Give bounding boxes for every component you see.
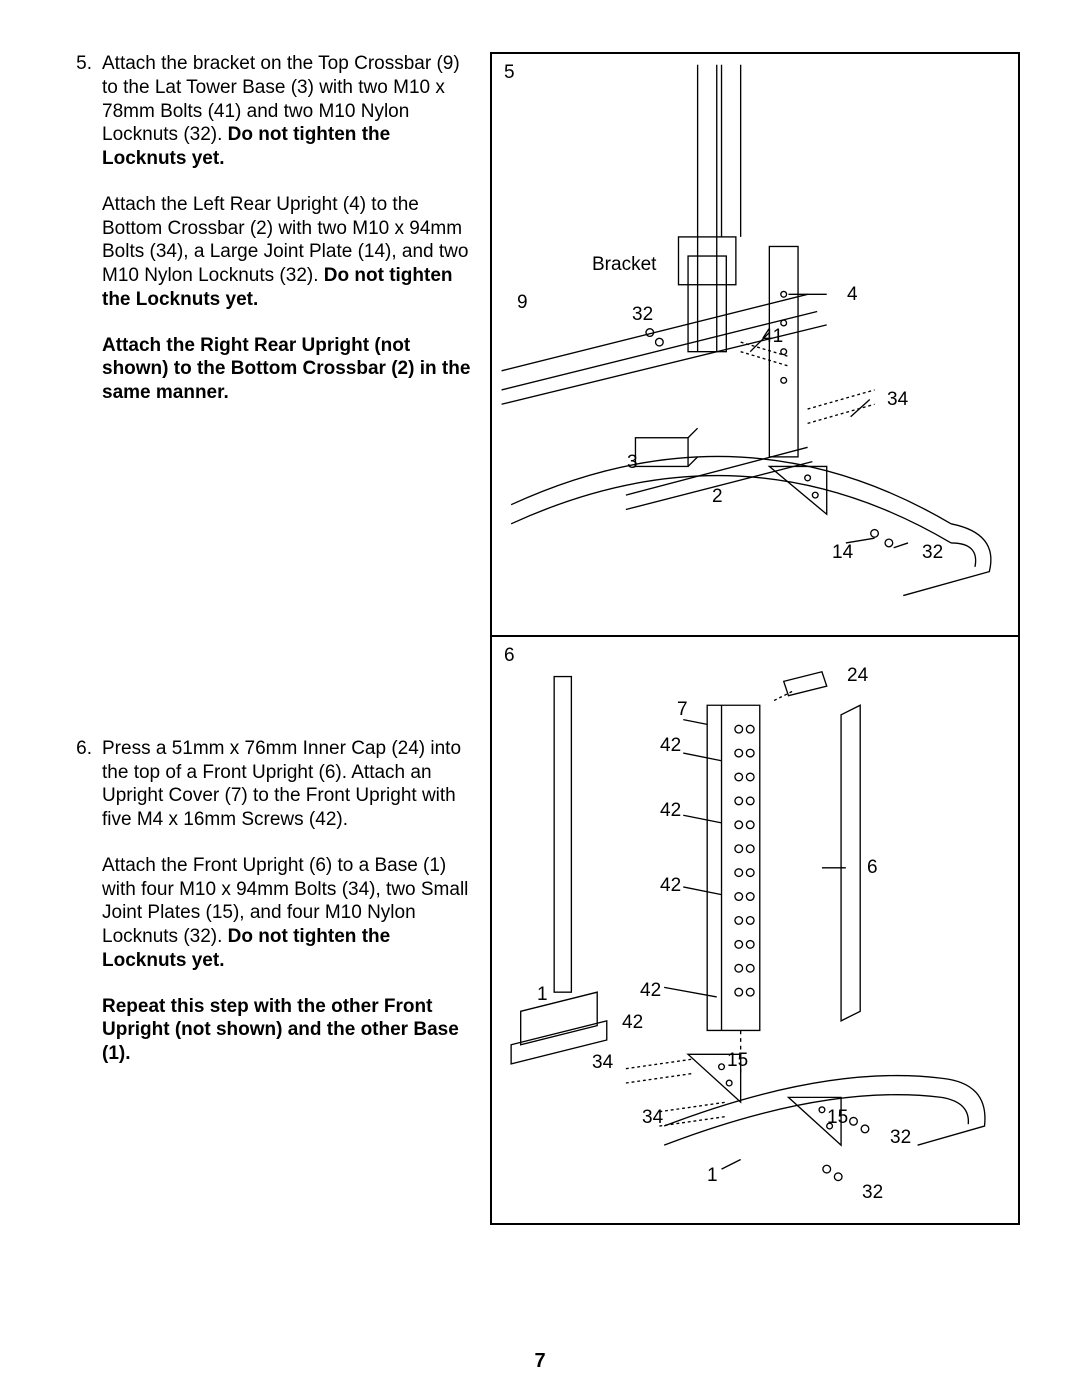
page-number: 7 <box>0 1350 1080 1373</box>
d5-3: 3 <box>627 452 638 474</box>
d6-42e: 42 <box>622 1012 643 1034</box>
step-6-p2: Attach the Front Upright (6) to a Base (… <box>102 854 472 973</box>
d6-42a: 42 <box>660 735 681 757</box>
d6-6: 6 <box>867 857 878 879</box>
d5-41: 41 <box>762 326 783 348</box>
d6-15a: 15 <box>727 1050 748 1072</box>
d5-32b: 32 <box>922 542 943 564</box>
d6-42b: 42 <box>660 800 681 822</box>
d5-9: 9 <box>517 292 528 314</box>
step-5-body: Attach the bracket on the Top Crossbar (… <box>102 52 472 427</box>
step-6: 6. Press a 51mm x 76mm Inner Cap (24) in… <box>60 737 472 1088</box>
d6-42d: 42 <box>640 980 661 1002</box>
step-5-number: 5. <box>60 52 102 427</box>
d6-32a: 32 <box>890 1127 911 1149</box>
diagram-5-frame: 5 Bracket 9 32 4 41 34 3 2 14 32 <box>490 52 1020 637</box>
d6-42c: 42 <box>660 875 681 897</box>
d6-24: 24 <box>847 665 868 687</box>
d5-32a: 32 <box>632 304 653 326</box>
step-6-p1: Press a 51mm x 76mm Inner Cap (24) into … <box>102 737 472 832</box>
d5-4: 4 <box>847 284 858 306</box>
step-5: 5. Attach the bracket on the Top Crossba… <box>60 52 472 427</box>
d6-1b: 1 <box>707 1165 718 1187</box>
d6-32b: 32 <box>862 1182 883 1204</box>
d5-34: 34 <box>887 389 908 411</box>
d5-14: 14 <box>832 542 853 564</box>
d6-7: 7 <box>677 699 688 721</box>
d6-1a: 1 <box>537 984 548 1006</box>
d6-34b: 34 <box>642 1107 663 1129</box>
diagram-6-frame: 6 24 7 42 42 42 6 1 42 42 34 15 34 15 32… <box>490 635 1020 1225</box>
step-5-p3: Attach the Right Rear Upright (not shown… <box>102 334 472 405</box>
step-5-p1: Attach the bracket on the Top Crossbar (… <box>102 52 472 171</box>
d5-2: 2 <box>712 486 723 508</box>
d6-34a: 34 <box>592 1052 613 1074</box>
diagram-6-svg <box>492 637 1018 1223</box>
instructions-column: 5. Attach the bracket on the Top Crossba… <box>60 52 490 1322</box>
step-6-number: 6. <box>60 737 102 1088</box>
d6-15b: 15 <box>827 1107 848 1129</box>
d5-bracket: Bracket <box>592 254 656 276</box>
d6-step-label: 6 <box>504 645 515 667</box>
d5-step-label: 5 <box>504 62 515 84</box>
step-6-p3: Repeat this step with the other Front Up… <box>102 995 472 1066</box>
diagrams-column: 5 Bracket 9 32 4 41 34 3 2 14 32 <box>490 52 1020 1322</box>
step-5-p2: Attach the Left Rear Upright (4) to the … <box>102 193 472 312</box>
step-6-body: Press a 51mm x 76mm Inner Cap (24) into … <box>102 737 472 1088</box>
